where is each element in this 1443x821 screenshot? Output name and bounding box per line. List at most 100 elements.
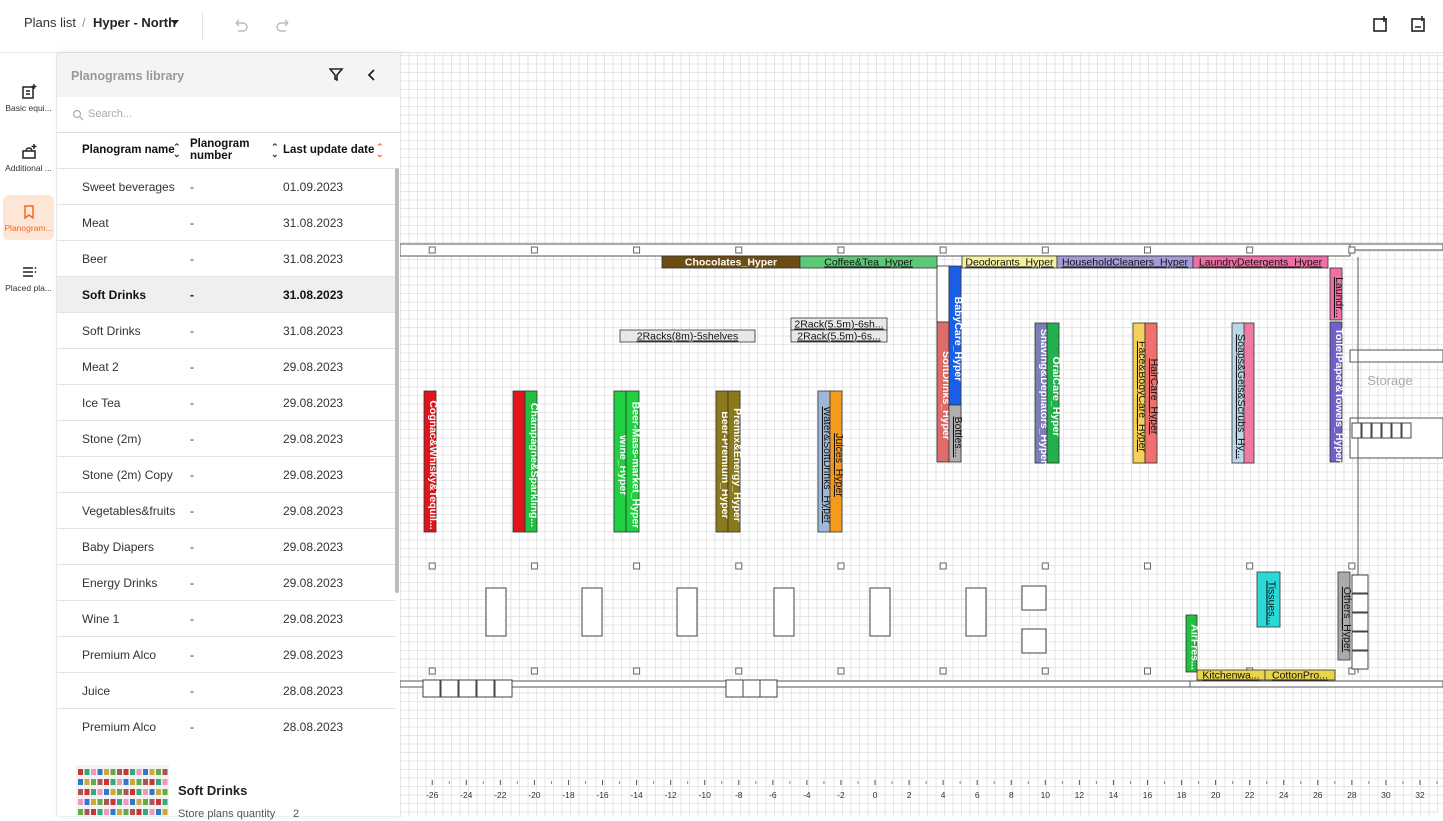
- fixture[interactable]: [1329, 321, 1343, 463]
- table-row[interactable]: Vegetables&fruits - 29.08.2023: [57, 493, 395, 529]
- dropdown-caret[interactable]: [170, 19, 180, 27]
- fixture[interactable]: [1144, 322, 1158, 464]
- search-input[interactable]: Search...: [88, 108, 133, 120]
- fixture[interactable]: [1046, 322, 1060, 464]
- fixture[interactable]: [799, 255, 938, 269]
- column-header[interactable]: Last update date: [283, 144, 375, 156]
- fixture[interactable]: [1231, 322, 1245, 464]
- table-row[interactable]: Ice Tea - 29.08.2023: [57, 385, 395, 421]
- shelf-unit: [1351, 631, 1369, 651]
- rail-item[interactable]: Placed pla...: [3, 255, 54, 300]
- floor-plan-canvas[interactable]: Chocolates_Hyper Coffee&Tea_Hyper Deodoran…: [399, 53, 1443, 816]
- fixture-label: Soaps&Gels&Scrubs_Hy...: [1235, 334, 1247, 459]
- thumb-product: [162, 769, 168, 775]
- table-row[interactable]: Baby Diapers - 29.08.2023: [57, 529, 395, 565]
- table-cell: Stone (2m) Copy: [82, 468, 173, 482]
- table-row[interactable]: Premium Alco - 28.08.2023: [57, 709, 395, 736]
- table-row[interactable]: Soft Drinks - 31.08.2023: [57, 313, 395, 349]
- undo-redo[interactable]: [233, 17, 293, 33]
- table-cell: Energy Drinks: [82, 576, 158, 590]
- sort-icon[interactable]: ⌃ ⌄: [271, 142, 279, 159]
- column: [530, 667, 538, 675]
- scrollbar[interactable]: [395, 168, 399, 593]
- table-cell: 31.08.2023: [283, 252, 344, 266]
- library-table: Planogram name Planogram number Last updat…: [57, 133, 400, 736]
- walls: [399, 243, 1443, 688]
- details-quantity-label: Store plans quantity: [178, 808, 276, 820]
- table-cell: -: [190, 468, 194, 482]
- fixture[interactable]: [1264, 669, 1336, 681]
- column: [1246, 562, 1254, 570]
- table-cell: 31.08.2023: [283, 216, 344, 230]
- table-row[interactable]: Soft Drinks - 31.08.2023: [57, 277, 395, 313]
- fixture-label: OralCare_Hyper: [1050, 357, 1062, 437]
- breadcrumb-root[interactable]: Plans list: [24, 15, 77, 30]
- column: [1041, 246, 1049, 254]
- rail-item[interactable]: Planogram...: [3, 195, 54, 240]
- ruler-label: 20: [1211, 790, 1221, 800]
- thumb-product: [97, 809, 103, 815]
- table-cell: -: [190, 612, 194, 626]
- checkout: [676, 587, 698, 637]
- table-row[interactable]: Wine 1 - 29.08.2023: [57, 601, 395, 637]
- fixture[interactable]: [1337, 571, 1351, 661]
- fixture[interactable]: [790, 329, 888, 343]
- table-row[interactable]: Sweet beverages - 01.09.2023: [57, 169, 395, 205]
- table-cell: 29.08.2023: [283, 468, 344, 482]
- table-row[interactable]: Stone (2m) Copy - 29.08.2023: [57, 457, 395, 493]
- ruler-label: 24: [1279, 790, 1289, 800]
- ruler-label: 22: [1245, 790, 1255, 800]
- sort-icon[interactable]: ⌃ ⌄: [173, 142, 181, 159]
- fixture-label: Laundr...: [1333, 277, 1345, 318]
- sort-icon[interactable]: ⌃ ⌄: [376, 142, 384, 159]
- fixture[interactable]: [948, 404, 962, 463]
- fixture[interactable]: [727, 390, 741, 533]
- rail-item[interactable]: Additional ...: [3, 135, 54, 180]
- column-header[interactable]: Planogram name: [82, 144, 175, 156]
- ruler-label: -20: [528, 790, 541, 800]
- ruler-label: -12: [664, 790, 677, 800]
- fixture-label: Bottles...: [952, 417, 964, 458]
- table-cell: 28.08.2023: [283, 684, 344, 698]
- table-row[interactable]: Meat 2 - 29.08.2023: [57, 349, 395, 385]
- fixture[interactable]: [524, 390, 538, 533]
- fixture-label: LaundryDetergents_Hyper: [1199, 257, 1323, 269]
- table-cell: Juice: [82, 684, 111, 698]
- ruler-label: 12: [1075, 790, 1085, 800]
- column: [428, 667, 436, 675]
- thumb-product: [110, 799, 116, 805]
- table-row[interactable]: Stone (2m) - 29.08.2023: [57, 421, 395, 457]
- panel-actions[interactable]: [329, 67, 389, 83]
- fixture[interactable]: [1185, 614, 1198, 673]
- fixture[interactable]: [423, 390, 437, 533]
- table-row[interactable]: Premium Alco - 29.08.2023: [57, 637, 395, 673]
- fixture[interactable]: [829, 390, 843, 533]
- fixture-label: Deodorants_Hyper: [965, 257, 1054, 269]
- table-cell: 29.08.2023: [283, 540, 344, 554]
- toolbar-icons[interactable]: [1372, 15, 1432, 35]
- rail-label: Placed pla...: [5, 283, 52, 293]
- table-row[interactable]: Energy Drinks - 29.08.2023: [57, 565, 395, 601]
- column: [939, 562, 947, 570]
- table-cell: Soft Drinks: [82, 324, 141, 338]
- fixture[interactable]: [1192, 255, 1329, 269]
- fixture[interactable]: [1329, 267, 1343, 321]
- fixture[interactable]: [1256, 571, 1281, 628]
- storage-rack: [1371, 422, 1382, 439]
- thumb-product: [162, 789, 168, 795]
- table-row[interactable]: Beer - 31.08.2023: [57, 241, 395, 277]
- table-cell: -: [190, 216, 194, 230]
- column: [837, 562, 845, 570]
- breadcrumb-current[interactable]: Hyper - North: [93, 15, 177, 30]
- table-row[interactable]: Juice - 28.08.2023: [57, 673, 395, 709]
- table-cell: Beer: [82, 252, 108, 266]
- rail-item[interactable]: Basic equi...: [3, 75, 54, 120]
- shelf-unit: [1351, 650, 1369, 670]
- thumb-product: [104, 769, 109, 775]
- panel-header: [57, 53, 400, 97]
- fixture[interactable]: [625, 390, 640, 533]
- column-header[interactable]: Planogram number: [190, 138, 250, 162]
- fixture[interactable]: [619, 329, 756, 343]
- table-row[interactable]: Meat - 31.08.2023: [57, 205, 395, 241]
